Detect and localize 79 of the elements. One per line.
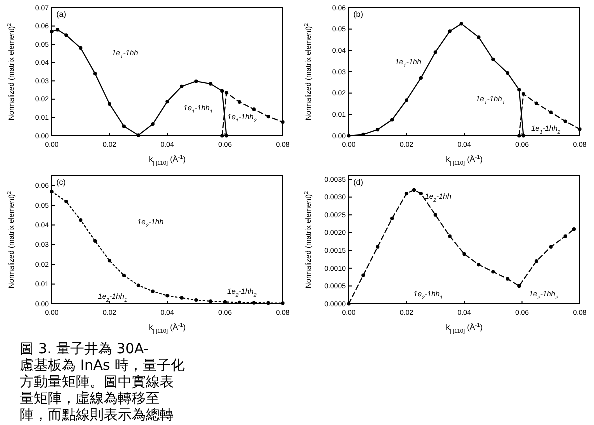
point: [266, 115, 270, 119]
point: [108, 102, 112, 106]
point: [56, 28, 60, 32]
point: [50, 30, 54, 34]
point: [220, 89, 224, 93]
point: [492, 58, 496, 62]
point: [252, 108, 256, 112]
point: [506, 71, 510, 76]
point: [281, 120, 285, 124]
point: [460, 22, 464, 26]
point: [238, 100, 242, 104]
point: [522, 92, 526, 96]
text: 方動量矩陣。圖中實線表: [20, 374, 174, 390]
x-axis-title: k$_{||[110]}$ (Å$^{-1}$): [446, 155, 484, 167]
point: [518, 284, 522, 288]
point: [564, 120, 568, 124]
point: [564, 234, 568, 238]
point: [108, 259, 112, 263]
point: [194, 298, 198, 302]
point: [224, 91, 228, 95]
annotation: (b): [354, 10, 364, 19]
point: [492, 270, 496, 274]
point: [412, 188, 416, 192]
point: [151, 122, 155, 126]
point: [94, 72, 98, 76]
point: [194, 80, 198, 84]
point: [477, 263, 481, 267]
point: [209, 300, 213, 304]
point: [419, 192, 423, 196]
point: [376, 128, 380, 132]
point: [404, 98, 409, 102]
point: [79, 218, 83, 222]
point: [122, 124, 126, 128]
point: [166, 100, 170, 104]
point: [50, 190, 54, 194]
point: [166, 294, 170, 298]
point: [376, 245, 380, 249]
point: [462, 252, 466, 256]
text: 陣，而點線則表示為總轉: [20, 408, 174, 424]
text: 慮基板為 InAs 時，量子化: [20, 358, 185, 374]
point: [549, 110, 553, 114]
point: [390, 216, 394, 220]
point: [404, 192, 409, 196]
point: [266, 301, 270, 306]
point: [534, 102, 538, 106]
point: [506, 277, 510, 281]
point: [578, 128, 582, 132]
point: [434, 50, 438, 54]
point: [64, 200, 68, 204]
x-axis-title: k$_{||[110]}$ (Å$^{-1}$): [149, 323, 186, 335]
point: [94, 239, 98, 243]
point: [390, 118, 394, 122]
point: [136, 284, 140, 288]
point: [534, 260, 538, 264]
point: [549, 245, 553, 249]
point: [180, 296, 184, 300]
point: [448, 30, 452, 34]
point: [122, 274, 126, 278]
point: [362, 274, 366, 278]
annotation: (c): [56, 178, 66, 187]
point: [151, 290, 155, 294]
caption: 圖 3. 量子井為 30A-: [20, 341, 149, 358]
annotation: (a): [56, 10, 67, 19]
annotation: (d): [354, 178, 364, 187]
point: [419, 76, 423, 80]
text: 量矩陣，虛線為轉移至: [20, 391, 160, 408]
point: [180, 84, 184, 88]
point: [64, 34, 68, 38]
point: [518, 88, 522, 92]
point: [448, 234, 452, 238]
x-axis-title: k$_{||[110]}$ (Å$^{-1}$): [446, 323, 484, 335]
point: [434, 213, 438, 217]
point: [252, 301, 256, 305]
point: [136, 134, 140, 138]
point: [209, 82, 213, 86]
point: [79, 46, 83, 50]
x-axis-title: k$_{||[110]}$ (Å$^{-1}$): [149, 155, 186, 167]
point: [477, 36, 481, 40]
point: [572, 228, 576, 232]
